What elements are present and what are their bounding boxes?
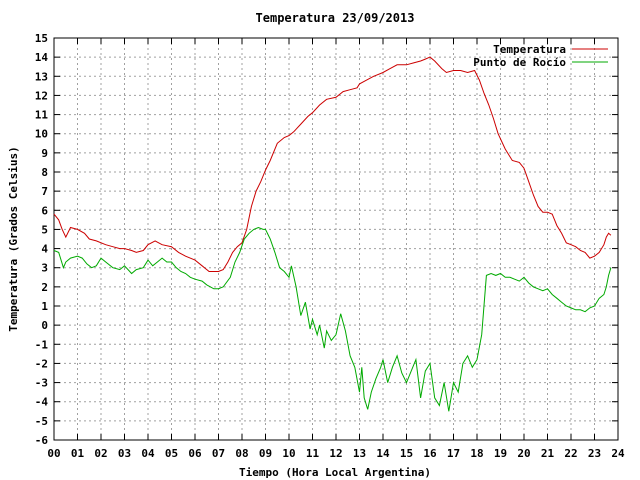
y-tick-label: 10 xyxy=(35,128,48,141)
y-tick-label: -3 xyxy=(35,377,48,390)
x-tick-label: 02 xyxy=(94,447,107,460)
y-tick-label: 0 xyxy=(41,319,48,332)
x-tick-label: 17 xyxy=(447,447,460,460)
y-tick-label: 14 xyxy=(35,51,49,64)
y-tick-label: -1 xyxy=(35,338,49,351)
x-tick-label: 15 xyxy=(400,447,413,460)
y-tick-label: 5 xyxy=(41,223,48,236)
x-tick-label: 22 xyxy=(564,447,577,460)
x-tick-label: 01 xyxy=(71,447,85,460)
y-tick-label: 3 xyxy=(41,262,48,275)
x-tick-label: 04 xyxy=(141,447,155,460)
x-tick-label: 11 xyxy=(306,447,320,460)
y-tick-label: -6 xyxy=(35,434,49,447)
y-tick-label: 1 xyxy=(41,300,48,313)
y-tick-label: -5 xyxy=(35,415,48,428)
x-tick-label: 18 xyxy=(470,447,483,460)
x-tick-label: 24 xyxy=(611,447,625,460)
x-tick-label: 09 xyxy=(259,447,272,460)
y-tick-label: 7 xyxy=(41,185,48,198)
y-tick-label: -4 xyxy=(35,396,49,409)
x-tick-label: 06 xyxy=(188,447,202,460)
x-tick-label: 00 xyxy=(47,447,60,460)
y-tick-label: 11 xyxy=(35,109,49,122)
x-tick-label: 20 xyxy=(517,447,530,460)
x-tick-label: 19 xyxy=(494,447,507,460)
x-tick-label: 16 xyxy=(423,447,437,460)
x-tick-label: 23 xyxy=(588,447,601,460)
temperatura-line xyxy=(53,56,612,272)
legend-label: Temperatura xyxy=(493,43,566,56)
x-axis-label: Tiempo (Hora Local Argentina) xyxy=(239,466,431,479)
y-tick-label: 6 xyxy=(41,204,48,217)
x-tick-label: 12 xyxy=(329,447,342,460)
x-tick-label: 08 xyxy=(235,447,248,460)
y-tick-label: 13 xyxy=(35,70,48,83)
punto-de-rocio-line xyxy=(53,226,612,412)
plot-frame xyxy=(53,37,619,441)
y-tick-label: 15 xyxy=(35,32,48,45)
y-tick-label: 4 xyxy=(41,243,48,256)
legend-label: Punto de Rocío xyxy=(473,56,566,69)
y-axis-label: Temperatura (Grados Celsius) xyxy=(7,146,20,331)
y-tick-label: -2 xyxy=(35,357,48,370)
x-tick-label: 14 xyxy=(376,447,390,460)
y-tick-label: 8 xyxy=(41,166,48,179)
x-tick-label: 10 xyxy=(282,447,295,460)
y-tick-label: 2 xyxy=(41,281,48,294)
x-tick-label: 03 xyxy=(118,447,131,460)
series-group xyxy=(53,56,612,412)
x-tick-label: 21 xyxy=(541,447,555,460)
x-tick-label: 13 xyxy=(353,447,366,460)
x-tick-label: 05 xyxy=(165,447,178,460)
y-tick-label: 12 xyxy=(35,89,48,102)
y-tick-label: 9 xyxy=(41,147,48,160)
x-tick-label: 07 xyxy=(212,447,225,460)
chart-title: Temperatura 23/09/2013 xyxy=(256,11,415,25)
grid xyxy=(54,38,618,440)
